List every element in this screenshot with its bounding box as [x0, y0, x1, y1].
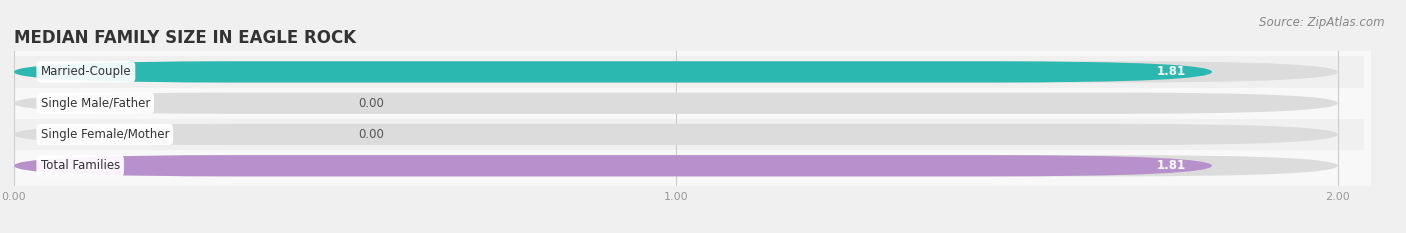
Text: Source: ZipAtlas.com: Source: ZipAtlas.com	[1260, 16, 1385, 29]
Text: 1.81: 1.81	[1156, 159, 1185, 172]
Text: 0.00: 0.00	[359, 97, 384, 110]
FancyBboxPatch shape	[14, 119, 1364, 150]
Text: Single Male/Father: Single Male/Father	[41, 97, 150, 110]
FancyBboxPatch shape	[14, 61, 1212, 82]
Text: Single Female/Mother: Single Female/Mother	[41, 128, 169, 141]
FancyBboxPatch shape	[14, 150, 1364, 182]
FancyBboxPatch shape	[14, 155, 1212, 176]
FancyBboxPatch shape	[14, 88, 1364, 119]
FancyBboxPatch shape	[14, 56, 1364, 88]
FancyBboxPatch shape	[14, 93, 1337, 114]
FancyBboxPatch shape	[14, 155, 1337, 176]
Text: 1.81: 1.81	[1156, 65, 1185, 79]
FancyBboxPatch shape	[14, 61, 1337, 82]
Text: Total Families: Total Families	[41, 159, 120, 172]
Text: MEDIAN FAMILY SIZE IN EAGLE ROCK: MEDIAN FAMILY SIZE IN EAGLE ROCK	[14, 29, 356, 47]
Text: Married-Couple: Married-Couple	[41, 65, 131, 79]
Text: 0.00: 0.00	[359, 128, 384, 141]
FancyBboxPatch shape	[14, 124, 1337, 145]
